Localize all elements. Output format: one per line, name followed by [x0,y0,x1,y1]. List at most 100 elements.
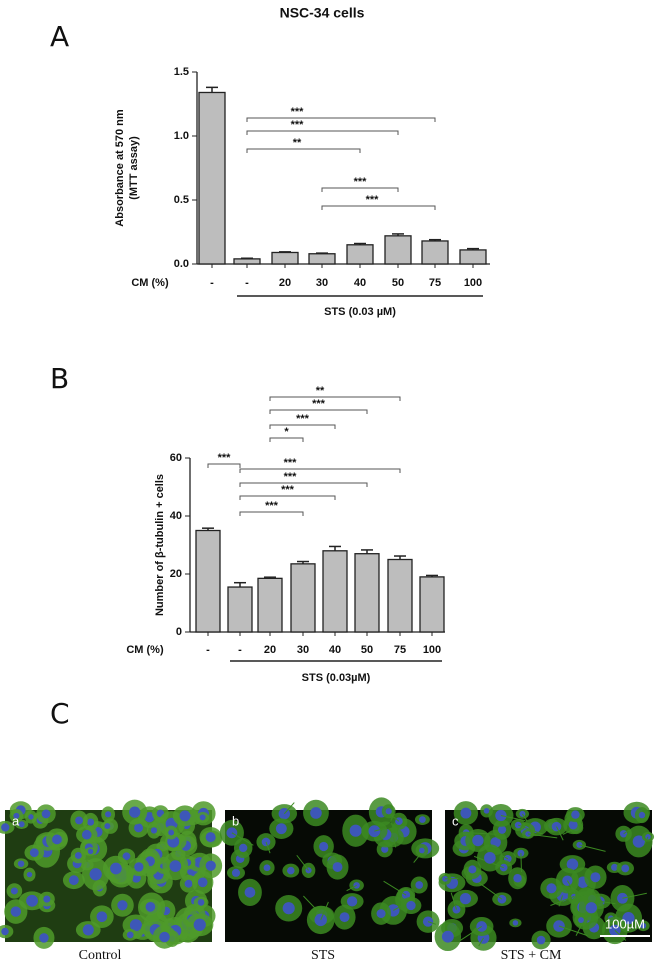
significance-label: *** [291,106,305,118]
x-tick-label: 75 [429,277,441,289]
significance-bracket [269,437,304,442]
x-tick-label: 40 [329,644,341,656]
cell-nucleus [199,814,206,821]
bar [257,577,283,633]
cell-nucleus [87,818,95,826]
significance-label: *** [366,194,380,206]
error-bar [467,247,479,250]
cell-nucleus [205,860,216,871]
bar [419,576,445,633]
bracket-line [246,130,399,135]
significance-bracket [207,463,241,468]
error-bar [392,233,404,236]
neurite [296,854,309,871]
micrograph [434,801,655,952]
bracket-line [269,424,336,429]
cell-nucleus [68,875,79,886]
cell-nucleus [415,881,424,889]
significance-label: *** [291,119,305,131]
cell-nucleus [585,902,597,914]
neurite [374,827,387,832]
panel-label: B [50,362,69,395]
significance-label: *** [265,500,279,512]
error-bar [329,545,341,551]
cell-nucleus [640,922,647,929]
cell-nucleus [546,883,557,894]
x-tick-label: 50 [361,644,373,656]
significance-bracket [239,495,336,500]
cell-nucleus [244,887,256,898]
cell-nucleus [368,825,381,838]
cell-nucleus [145,901,156,912]
bracket-line [239,495,336,500]
cell-nucleus [13,812,20,819]
cell-nucleus [385,808,392,815]
significance-label: *** [354,176,368,188]
cell-nucleus [499,863,508,872]
group-label: STS (0.03µM) [302,672,371,684]
error-bar [241,257,253,259]
cell-nucleus [82,924,94,936]
cell-nucleus [10,887,18,895]
significance-bracket [321,205,436,210]
significance-bracket [269,409,368,414]
y-tick-label: 20 [170,568,182,580]
significance-label: *** [312,398,326,410]
cell-nucleus [376,909,386,919]
cell-nucleus [184,879,193,888]
x-axis-label: CM (%) [131,277,169,289]
x-tick-label: 20 [279,277,291,289]
bar [233,258,261,265]
error-bar [316,252,328,254]
cell-nucleus [239,843,248,853]
neurite [500,814,526,822]
significance-bracket [269,396,401,401]
cell-nucleus [159,931,170,943]
cell-nucleus [1,823,10,832]
y-tick-label: 0.0 [174,258,189,270]
bracket-line [246,148,361,153]
significance-label: *** [284,471,298,483]
neurite [558,925,588,937]
cell-nucleus [122,852,131,861]
panel-label: A [50,20,69,53]
cell-nucleus [590,872,601,883]
y-tick-label: 1.0 [174,130,189,142]
neurite [556,826,564,841]
bracket-line [321,187,399,192]
significance-label: *** [284,457,298,469]
cell-nucleus [96,911,108,922]
image-letter: a [12,813,20,828]
cell-nucleus [17,860,25,867]
bracket-line [239,468,401,473]
cell-nucleus [89,868,102,881]
scale-bar-label: 100µM [605,916,645,931]
cell-nucleus [263,864,271,872]
x-tick-label: 20 [264,644,276,656]
cell-nucleus [622,912,635,925]
cell-nucleus [632,835,646,848]
cell-nucleus [441,930,454,943]
cell-nucleus [169,860,182,872]
significance-bracket [246,130,399,135]
significance-bracket [239,511,304,516]
bracket-line [239,482,368,487]
significance-bracket [246,148,361,153]
neurite [622,892,647,899]
y-axis-label: (MTT assay) [128,136,140,200]
neurite [558,895,564,907]
x-tick-label: 100 [423,644,441,656]
bar [354,553,380,633]
cell-nucleus [282,902,295,915]
cell-nucleus [168,829,175,836]
cell-nucleus [513,874,522,883]
cell-nucleus [10,906,22,917]
cell-nucleus [197,899,205,906]
cell-nucleus [571,810,580,819]
cell-nucleus [621,864,630,873]
neurite [427,921,437,925]
cell-nucleus [29,848,39,858]
cell-nucleus [81,829,92,840]
